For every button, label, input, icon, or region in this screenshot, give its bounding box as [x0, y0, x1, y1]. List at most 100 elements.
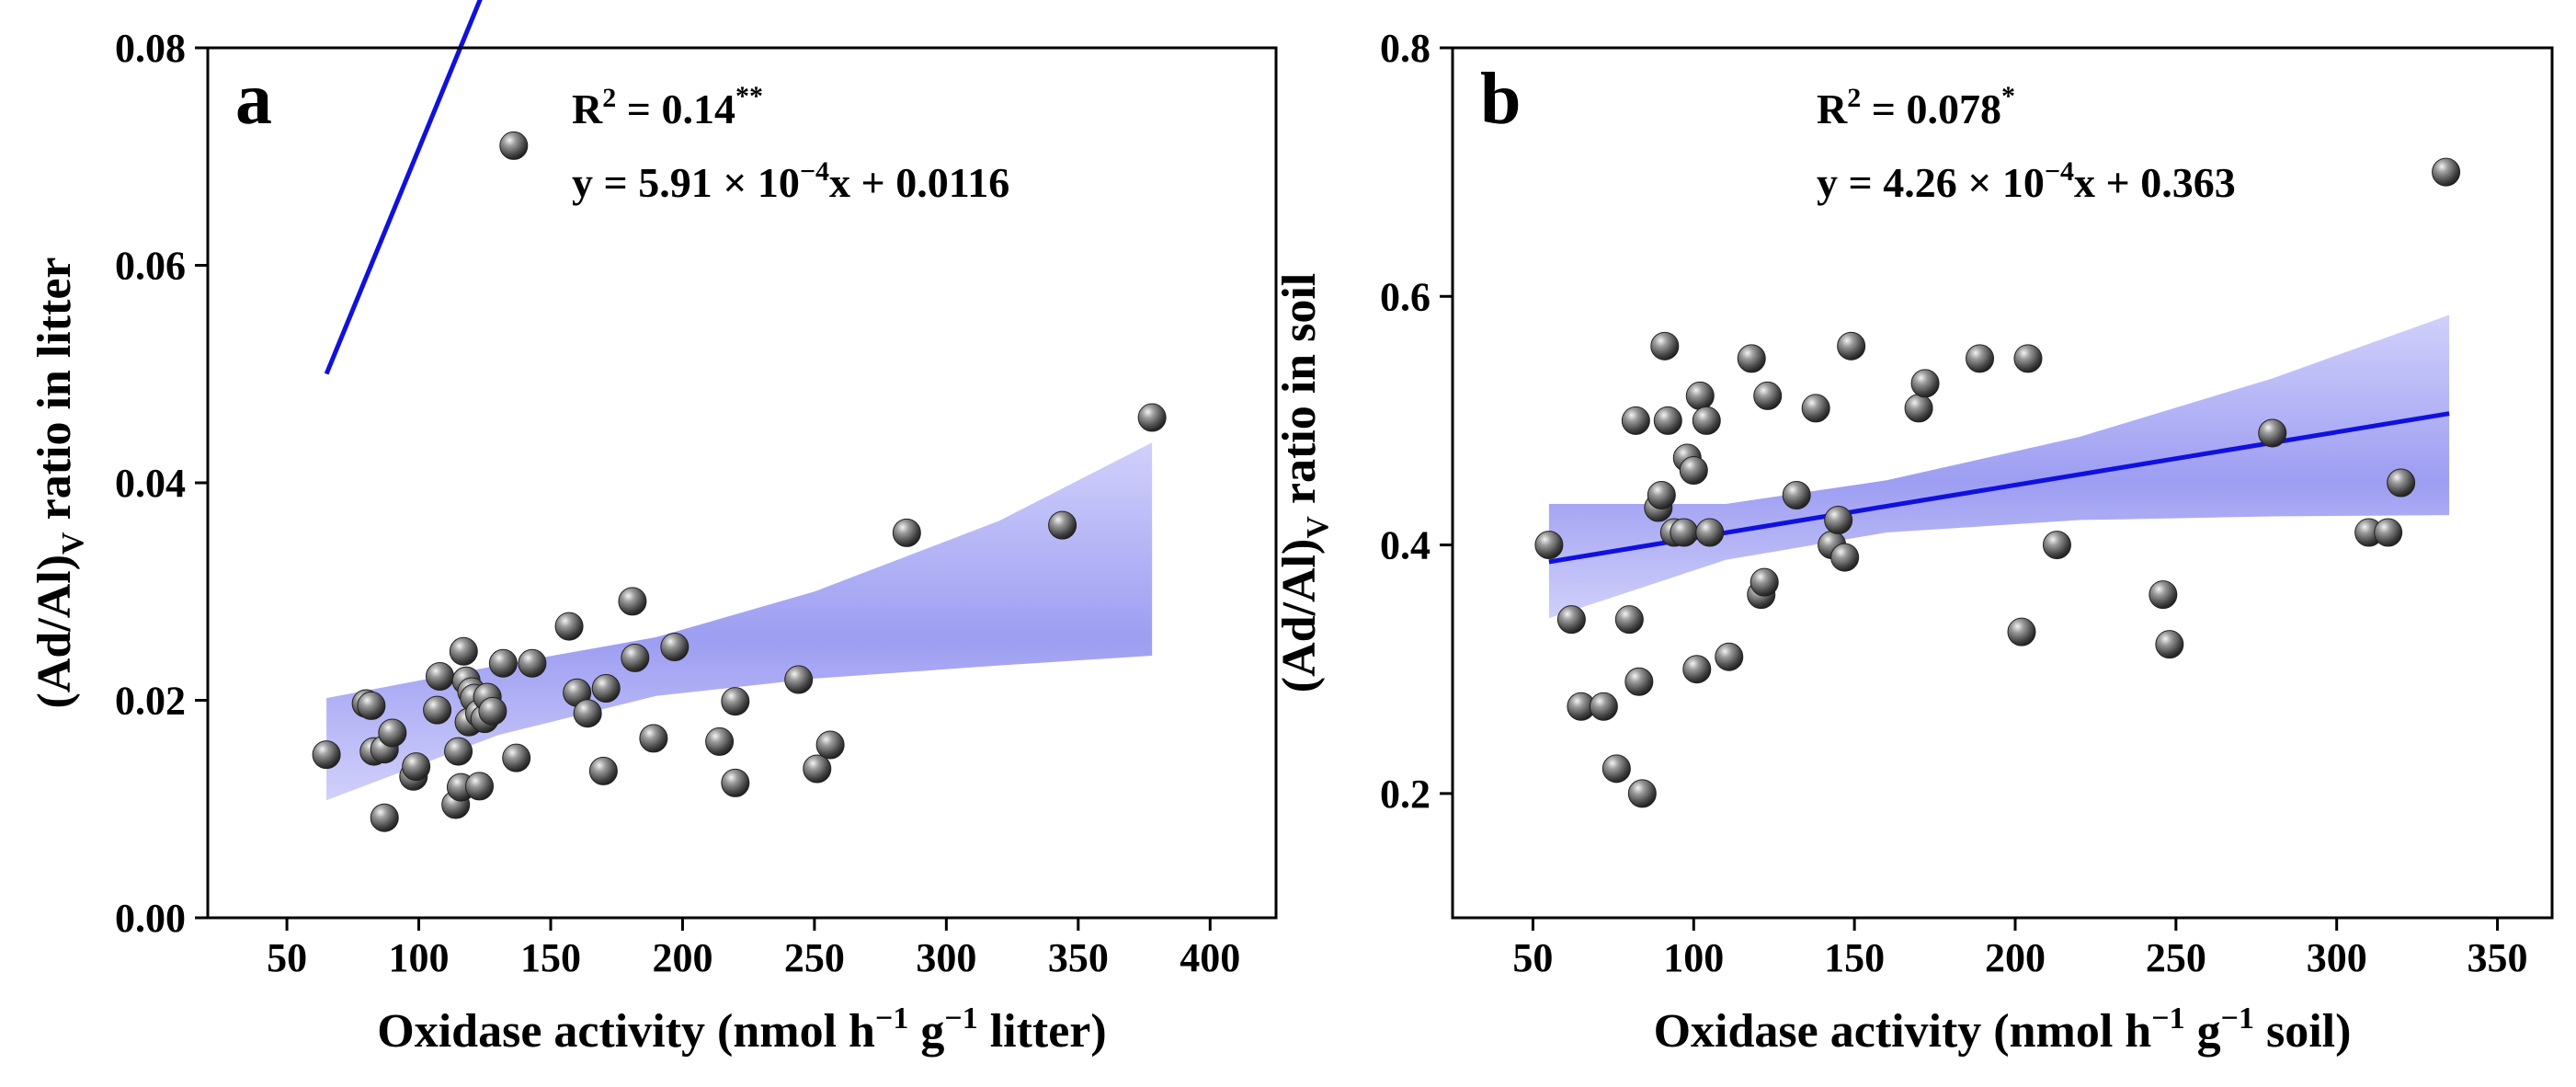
x-tick-label: 200 — [1985, 935, 2046, 980]
y-tick-label: 0.2 — [1380, 772, 1430, 817]
data-point — [621, 643, 650, 672]
confidence-band — [1548, 315, 2450, 619]
data-point — [1837, 331, 1866, 360]
ylabel-sub: V — [56, 532, 90, 555]
xlabel-part: litter) — [978, 1005, 1107, 1058]
data-point — [705, 727, 735, 756]
data-point — [1653, 406, 1682, 435]
x-axis-title: Oxidase activity (nmol h−1 g−1 soil) — [1654, 1001, 2352, 1058]
data-point — [573, 699, 602, 728]
data-point — [1966, 344, 1995, 373]
ticks-layer: 50 100 150 200 250 300 350 0.2 0.4 0.6 0.8 — [1380, 26, 2528, 980]
panel-b: 50 100 150 200 250 300 350 0.2 0.4 0.6 0.8 b R2 = … — [1273, 26, 2554, 1058]
x-axis-title: Oxidase activity (nmol h−1 g−1 litter) — [377, 1001, 1106, 1058]
data-point — [1692, 406, 1721, 435]
r2-superscript: 2 — [602, 83, 616, 113]
panel-letter: a — [235, 59, 272, 140]
data-point — [1647, 481, 1676, 510]
regression-line — [324, 0, 483, 375]
y-tick-label: 0.4 — [1380, 523, 1430, 568]
data-point — [721, 687, 750, 716]
data-point — [518, 648, 547, 678]
data-point — [639, 724, 668, 753]
eq-exponent: −4 — [2045, 156, 2074, 187]
data-point — [554, 612, 584, 641]
data-point — [1534, 531, 1564, 560]
data-point — [488, 648, 518, 678]
ylabel-part: (Ad/Al) — [28, 555, 81, 709]
y-axis-title: (Ad/Al)V ratio in soil — [1273, 273, 1335, 692]
data-point — [378, 718, 407, 748]
data-point — [1627, 779, 1657, 808]
data-point — [1614, 605, 1644, 635]
data-point — [1782, 481, 1811, 510]
data-point — [721, 768, 750, 797]
r2-prefix: R — [1817, 86, 1848, 132]
x-tick-label: 300 — [2307, 935, 2367, 980]
data-point — [502, 743, 531, 772]
ylabel-part: (Ad/Al) — [1273, 539, 1326, 693]
equation-annotation: y = 5.91 × 10−4x + 0.0116 — [572, 156, 1009, 206]
data-point — [1910, 369, 1940, 398]
data-point — [1715, 642, 1744, 671]
x-tick-label: 350 — [1048, 935, 1109, 980]
xlabel-part: Oxidase activity (nmol h — [377, 1005, 875, 1058]
data-point — [444, 737, 473, 766]
eq-exponent: −4 — [800, 156, 829, 187]
x-tick-label: 100 — [389, 935, 450, 980]
data-point — [423, 695, 452, 725]
data-point — [1556, 605, 1586, 635]
data-point — [1753, 381, 1783, 410]
panel-letter: b — [1480, 59, 1522, 140]
data-point — [2258, 418, 2287, 448]
eq-suffix: x + 0.0116 — [829, 159, 1009, 206]
ticks-layer: 50 100 150 200 250 300 350 400 0.00 0.02 0.04 0.06 0… — [115, 26, 1240, 980]
x-tick-label: 150 — [1824, 935, 1885, 980]
y-tick-label: 0.02 — [115, 679, 186, 724]
data-point — [2432, 157, 2461, 187]
xlabel-part: g — [2185, 1005, 2221, 1058]
data-point — [2149, 580, 2178, 610]
data-point — [2155, 630, 2184, 659]
x-tick-label: 150 — [520, 935, 581, 980]
data-point — [1682, 655, 1712, 684]
x-tick-label: 200 — [652, 935, 712, 980]
data-point — [784, 665, 814, 694]
r2-value: = 0.078 — [1861, 86, 2001, 132]
r2-stars: ** — [735, 81, 763, 111]
data-point — [1650, 331, 1680, 360]
data-point — [892, 518, 921, 547]
ylabel-part: ratio in soil — [1273, 273, 1326, 516]
ylabel-part: ratio in litter — [28, 257, 81, 532]
data-point — [465, 772, 495, 801]
data-point — [312, 740, 341, 770]
data-point — [1750, 567, 1779, 597]
xlabel-part: Oxidase activity (nmol h — [1654, 1005, 2152, 1058]
data-point — [591, 673, 621, 703]
r2-value: = 0.14 — [616, 86, 735, 132]
ci-band-layer — [326, 442, 1153, 801]
xlabel-sup: −1 — [875, 1001, 908, 1036]
xlabel-part: g — [908, 1005, 944, 1058]
data-point — [1670, 518, 1699, 547]
data-point — [1904, 394, 1933, 423]
data-point — [357, 691, 386, 720]
x-tick-label: 100 — [1663, 935, 1724, 980]
data-point — [1737, 344, 1766, 373]
data-point — [815, 730, 845, 760]
xlabel-sup: −1 — [2221, 1001, 2254, 1036]
x-tick-label: 50 — [267, 935, 307, 980]
data-point — [499, 131, 529, 160]
x-tick-label: 250 — [784, 935, 845, 980]
data-point — [618, 587, 647, 616]
xlabel-part: soil) — [2254, 1005, 2351, 1058]
eq-prefix: y = 4.26 × 10 — [1817, 159, 2045, 206]
data-point — [2013, 344, 2043, 373]
data-point — [1801, 394, 1830, 423]
r-squared-annotation: R2 = 0.078* — [1817, 81, 2015, 132]
r2-superscript: 2 — [1847, 83, 1861, 113]
xlabel-sup: −1 — [944, 1001, 977, 1036]
data-point — [2007, 617, 2036, 646]
points-layer — [312, 131, 1167, 832]
data-point — [2374, 518, 2403, 547]
